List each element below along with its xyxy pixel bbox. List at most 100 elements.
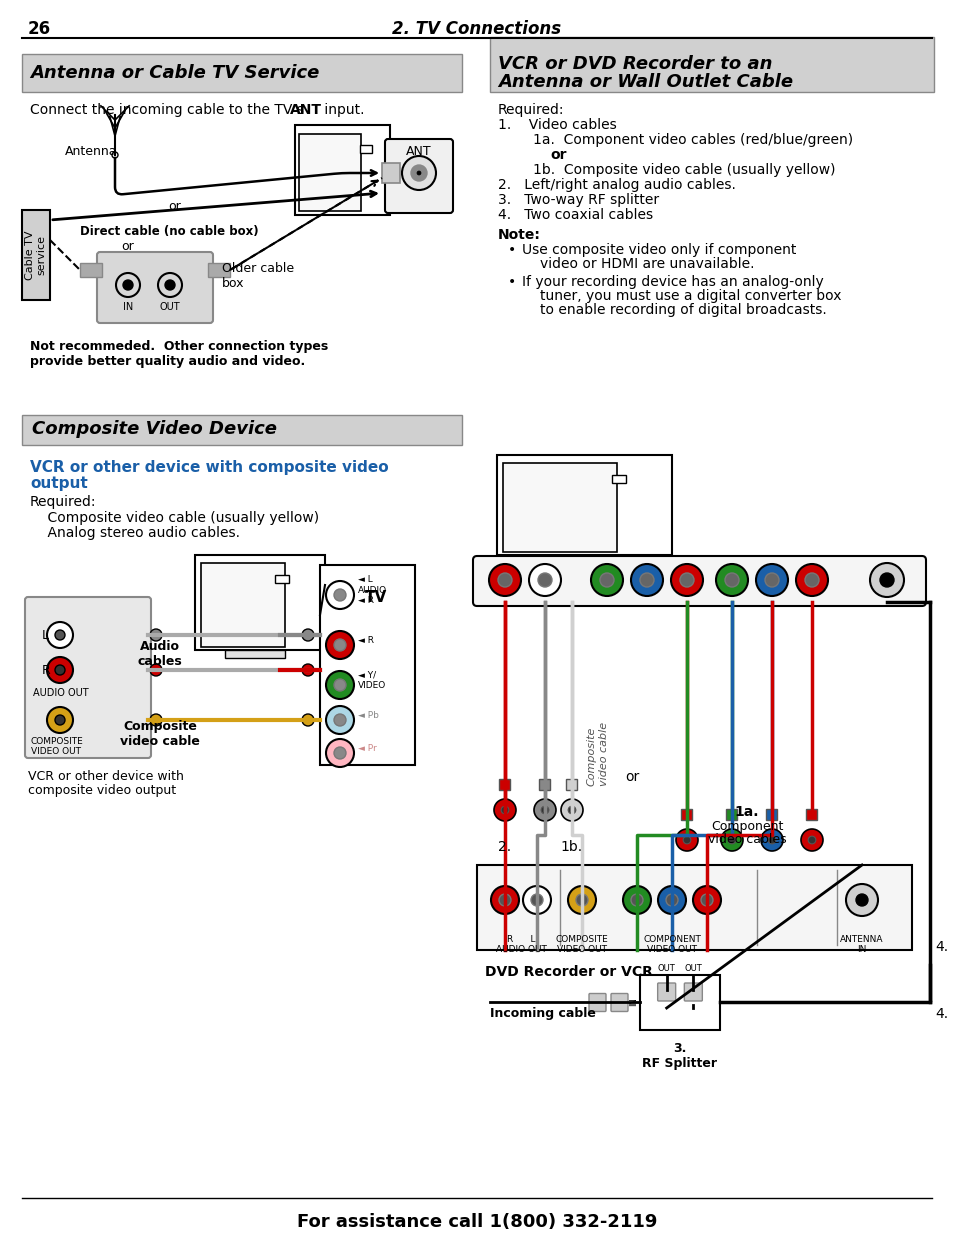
Circle shape	[679, 573, 693, 587]
Circle shape	[500, 806, 508, 814]
Circle shape	[599, 573, 614, 587]
Text: Composite Video Device: Composite Video Device	[32, 420, 276, 438]
FancyBboxPatch shape	[610, 993, 627, 1011]
FancyBboxPatch shape	[22, 210, 50, 300]
Circle shape	[540, 806, 548, 814]
Text: Incoming cable: Incoming cable	[490, 1008, 596, 1020]
Circle shape	[55, 715, 65, 725]
Circle shape	[682, 836, 690, 844]
Circle shape	[692, 885, 720, 914]
Text: Component: Component	[710, 820, 782, 832]
Circle shape	[576, 894, 587, 906]
Text: ◄ L
AUDIO
◄ R: ◄ L AUDIO ◄ R	[357, 576, 387, 605]
FancyBboxPatch shape	[476, 864, 911, 950]
Circle shape	[326, 580, 354, 609]
Circle shape	[700, 894, 712, 906]
FancyBboxPatch shape	[359, 144, 372, 153]
Text: video cables: video cables	[707, 832, 785, 846]
Circle shape	[720, 829, 742, 851]
Text: Antenna: Antenna	[65, 144, 117, 158]
Circle shape	[755, 564, 787, 597]
Circle shape	[534, 799, 556, 821]
FancyBboxPatch shape	[805, 809, 817, 820]
Circle shape	[326, 671, 354, 699]
Text: Composite video cable (usually yellow): Composite video cable (usually yellow)	[30, 511, 319, 525]
FancyBboxPatch shape	[381, 163, 399, 183]
Circle shape	[497, 573, 512, 587]
Text: 2.: 2.	[497, 840, 511, 853]
FancyBboxPatch shape	[683, 983, 701, 1002]
FancyBboxPatch shape	[490, 37, 933, 91]
Circle shape	[801, 829, 822, 851]
Text: R: R	[42, 663, 51, 677]
Circle shape	[727, 836, 735, 844]
Text: For assistance call 1(800) 332-2119: For assistance call 1(800) 332-2119	[296, 1213, 657, 1231]
Circle shape	[334, 747, 346, 760]
FancyBboxPatch shape	[194, 555, 325, 650]
FancyBboxPatch shape	[680, 809, 692, 820]
Circle shape	[568, 806, 576, 814]
Text: Composite
video cable: Composite video cable	[120, 720, 200, 748]
Text: 4.: 4.	[934, 1008, 947, 1021]
Circle shape	[676, 829, 698, 851]
Circle shape	[55, 664, 65, 676]
Circle shape	[334, 638, 346, 651]
Text: 2. TV Connections: 2. TV Connections	[392, 20, 561, 38]
FancyBboxPatch shape	[612, 475, 625, 483]
FancyBboxPatch shape	[274, 576, 289, 583]
Text: IN: IN	[628, 998, 638, 1007]
Circle shape	[767, 836, 775, 844]
FancyBboxPatch shape	[298, 135, 360, 211]
Text: VCR or DVD Recorder to an: VCR or DVD Recorder to an	[497, 56, 772, 73]
Circle shape	[494, 799, 516, 821]
Text: 1b.  Composite video cable (usually yellow): 1b. Composite video cable (usually yello…	[497, 163, 835, 177]
Text: Audio
cables: Audio cables	[137, 640, 182, 668]
Circle shape	[855, 894, 867, 906]
FancyBboxPatch shape	[566, 779, 577, 790]
Text: 4.   Two coaxial cables: 4. Two coaxial cables	[497, 207, 653, 222]
Text: 1b.: 1b.	[560, 840, 582, 853]
Text: •: •	[507, 243, 516, 257]
Text: •: •	[507, 275, 516, 289]
Text: OUT: OUT	[159, 303, 180, 312]
Text: 26: 26	[28, 20, 51, 38]
Text: Note:: Note:	[497, 228, 540, 242]
FancyBboxPatch shape	[22, 54, 461, 91]
Circle shape	[807, 836, 815, 844]
Circle shape	[47, 657, 73, 683]
Text: DVD Recorder or VCR: DVD Recorder or VCR	[484, 965, 652, 979]
Text: IN: IN	[123, 303, 133, 312]
Circle shape	[529, 564, 560, 597]
Text: VCR or other device with composite video: VCR or other device with composite video	[30, 459, 388, 475]
Text: AUDIO OUT: AUDIO OUT	[33, 688, 89, 698]
Circle shape	[112, 152, 118, 158]
Circle shape	[302, 714, 314, 726]
Circle shape	[158, 273, 182, 296]
Circle shape	[622, 885, 650, 914]
Text: COMPOSITE
VIDEO OUT: COMPOSITE VIDEO OUT	[555, 935, 608, 955]
Circle shape	[670, 564, 702, 597]
Circle shape	[150, 714, 162, 726]
Circle shape	[498, 894, 511, 906]
Text: R      L
AUDIO OUT: R L AUDIO OUT	[495, 935, 546, 955]
Text: 4.: 4.	[934, 940, 947, 953]
Text: Composite
video cable: Composite video cable	[586, 722, 608, 787]
Circle shape	[55, 630, 65, 640]
Circle shape	[116, 273, 140, 296]
FancyBboxPatch shape	[385, 140, 453, 212]
Circle shape	[334, 589, 346, 601]
FancyBboxPatch shape	[208, 263, 230, 277]
FancyBboxPatch shape	[294, 125, 390, 215]
Text: or: or	[169, 200, 181, 212]
Text: VCR or other device with: VCR or other device with	[28, 769, 184, 783]
Text: L: L	[42, 629, 49, 641]
Text: ANT: ANT	[406, 144, 432, 158]
Circle shape	[47, 706, 73, 734]
Text: 1a.: 1a.	[734, 805, 759, 819]
Text: provide better quality audio and video.: provide better quality audio and video.	[30, 354, 305, 368]
FancyBboxPatch shape	[499, 779, 510, 790]
Circle shape	[411, 165, 427, 182]
FancyBboxPatch shape	[539, 779, 550, 790]
Circle shape	[491, 885, 518, 914]
Text: COMPONENT
VIDEO OUT: COMPONENT VIDEO OUT	[642, 935, 700, 955]
